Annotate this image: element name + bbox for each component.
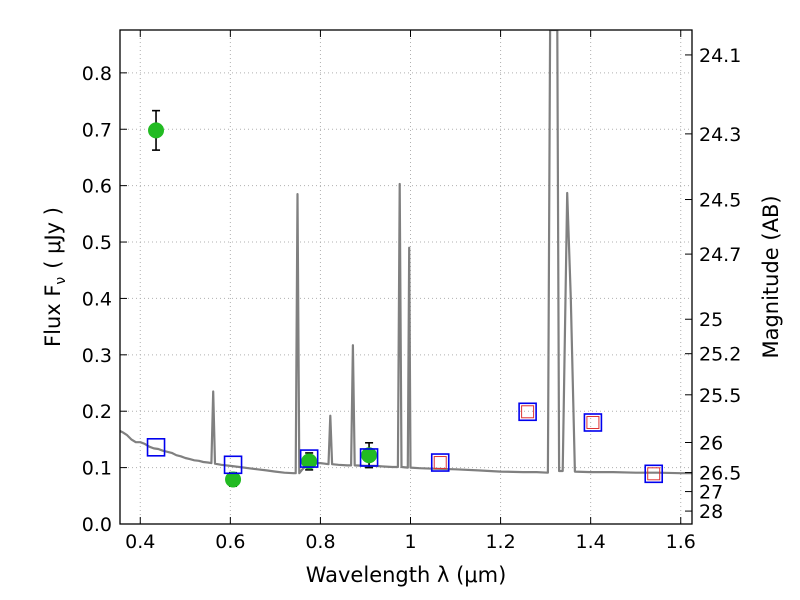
x-tick-label: 1.2 [485, 531, 515, 553]
mag-tick-label: 25 [699, 309, 723, 331]
y-axis-title-units: ( μJy ) [41, 207, 65, 269]
mag-tick-label: 25.2 [699, 344, 741, 366]
y-tick-label: 0.4 [82, 288, 112, 310]
model-point [518, 402, 537, 422]
observed-point [301, 453, 318, 470]
spectrum-line [120, 30, 692, 475]
observed-point [361, 447, 378, 464]
model-inner-box [433, 456, 447, 470]
y-tick-label: 0.0 [82, 514, 112, 536]
mag-tick-label: 27 [699, 482, 723, 504]
observed-point [148, 122, 165, 139]
y-tick-label: 0.6 [82, 176, 112, 198]
model-point [583, 413, 603, 432]
mag-tick-label: 24.3 [699, 124, 741, 146]
grid-lines [120, 30, 692, 525]
x-tick-label: 1 [404, 531, 416, 553]
y-tick-label: 0.8 [82, 63, 112, 85]
model-inner-box [521, 405, 535, 419]
spectrum-series [120, 30, 692, 475]
mag-tick-label: 24.5 [699, 190, 741, 212]
x-tick-label: 0.4 [125, 531, 155, 553]
markers [146, 109, 664, 488]
y-axis-title-left: Flux Fν ( μJy ) [41, 207, 69, 347]
model-point [430, 453, 450, 472]
y-axis-title-main: Flux F [41, 285, 65, 347]
y-tick-label: 0.2 [82, 401, 112, 423]
y-tick-label: 0.7 [82, 119, 112, 141]
plot-frame [119, 29, 693, 525]
model-point [359, 448, 379, 467]
model-inner-box [647, 467, 661, 481]
mag-tick-label: 28 [699, 501, 723, 523]
y-axis-title-subscript: ν [53, 277, 69, 285]
mag-tick-label: 25.5 [699, 385, 741, 407]
mag-tick-label: 24.1 [699, 45, 741, 67]
axis-ticks: 0.4 0.6 0.8 1 1.2 1.4 1.6 0.0 0.1 0.2 0.3 0.4 0.5 0.6… [82, 30, 741, 553]
x-tick-label: 1.4 [576, 531, 606, 553]
mag-tick-label: 26.5 [699, 463, 741, 485]
y-axis-title-right: Magnitude (AB) [759, 195, 783, 358]
model-point [644, 464, 664, 484]
mag-tick-label: 24.7 [699, 244, 741, 266]
model-inner-box [586, 415, 600, 429]
x-tick-label: 0.8 [305, 531, 335, 553]
model-point [146, 438, 166, 457]
y-tick-label: 0.1 [82, 458, 112, 480]
model-point [223, 455, 243, 475]
y-tick-label: 0.3 [82, 345, 112, 367]
x-axis-title: Wavelength λ (μm) [306, 563, 507, 587]
observed-point [225, 471, 242, 488]
mag-tick-label: 26 [699, 433, 723, 455]
x-tick-label: 0.6 [215, 531, 245, 553]
model-point [299, 449, 319, 468]
y-tick-label: 0.5 [82, 232, 112, 254]
x-tick-label: 1.6 [666, 531, 696, 553]
